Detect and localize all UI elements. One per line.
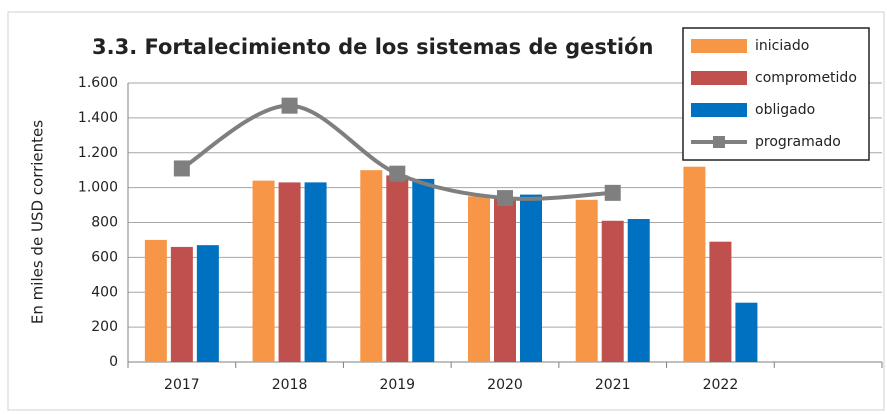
y-tick-label: 800 (91, 215, 118, 231)
bar (627, 219, 650, 362)
line-marker (604, 184, 621, 201)
legend-label: programado (755, 134, 841, 150)
bar (196, 245, 219, 362)
bar (575, 199, 598, 362)
y-tick-label: 1.200 (78, 145, 118, 161)
legend-swatch (691, 71, 747, 85)
bar (144, 239, 167, 362)
x-tick-label: 2022 (703, 377, 739, 393)
legend-swatch (691, 103, 747, 117)
y-tick-label: 0 (109, 354, 118, 370)
bar (468, 196, 490, 362)
bar (412, 178, 435, 362)
bar (494, 198, 516, 362)
chart-title: 3.3. Fortalecimiento de los sistemas de … (92, 35, 653, 59)
y-tick-label: 400 (91, 284, 118, 300)
legend-swatch (691, 39, 747, 53)
y-axis-label: En miles de USD corrientes (29, 120, 47, 324)
bar (386, 175, 409, 362)
legend-swatch-marker (713, 136, 725, 148)
legend-label: comprometido (755, 70, 857, 86)
bar (709, 241, 732, 362)
line-marker (281, 97, 298, 114)
x-tick-label: 2019 (379, 377, 415, 393)
x-tick-label: 2018 (272, 377, 308, 393)
bar (520, 194, 542, 362)
x-tick-label: 2020 (487, 377, 523, 393)
legend-label: iniciado (755, 38, 809, 54)
bar (252, 180, 275, 362)
bar (304, 182, 327, 362)
x-tick-label: 2021 (595, 377, 631, 393)
y-tick-label: 1.000 (78, 180, 118, 196)
x-tick-label: 2017 (164, 377, 200, 393)
y-tick-label: 600 (91, 249, 118, 265)
legend-label: obligado (755, 102, 815, 118)
bar (170, 246, 193, 362)
y-tick-label: 200 (91, 319, 118, 335)
line-marker (173, 160, 190, 177)
bar (601, 220, 624, 362)
y-tick-label: 1.600 (78, 75, 118, 91)
line-marker (497, 190, 513, 207)
line-marker (389, 165, 406, 182)
bar (735, 302, 758, 362)
bar (360, 170, 383, 362)
bar (683, 166, 706, 362)
y-tick-label: 1.400 (78, 110, 118, 126)
bar (278, 182, 301, 362)
